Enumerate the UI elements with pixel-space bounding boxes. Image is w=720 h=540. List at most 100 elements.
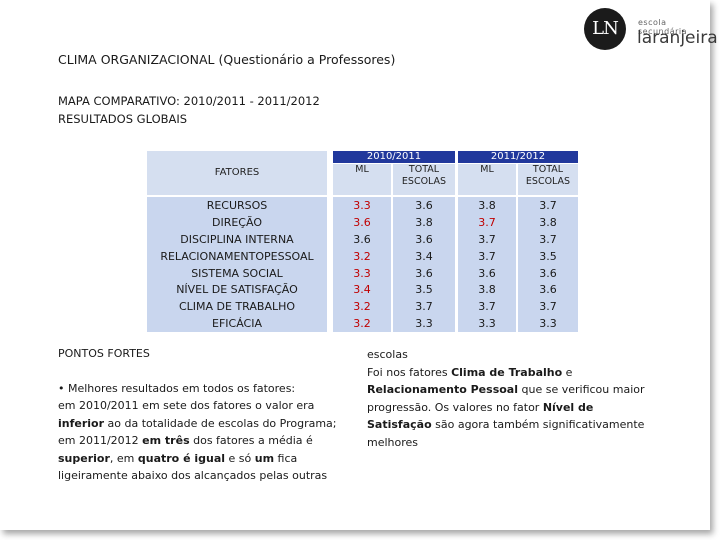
emph-superior: superior — [58, 451, 110, 465]
right-line-6: melhores — [367, 435, 419, 449]
right-line-5: Satisfação são agora também significativ… — [367, 416, 677, 434]
value-cell: 3.7 — [415, 300, 433, 314]
factor-row: RELACIONAMENTOPESSOAL — [160, 249, 314, 263]
text: Foi nos fatores — [367, 365, 452, 379]
ml-2011-column: 3.8 3.7 3.7 3.7 3.6 3.8 3.7 3.3 — [458, 197, 516, 333]
ml-label: ML — [480, 164, 494, 175]
text: dos fatores a média é — [189, 434, 313, 448]
value-cell: 3.8 — [478, 199, 496, 212]
left-line-5: superior, em quatro é igual e só um fica — [58, 450, 358, 467]
logo-top-text: escola secundária — [638, 18, 688, 36]
emph-quatro-igual: quatro é igual — [137, 451, 226, 465]
value-cell: 3.3 — [415, 317, 433, 331]
subtitle-comparison: MAPA COMPARATIVO: 2010/2011 - 2011/2012 — [58, 94, 320, 108]
pontos-fortes-heading: PONTOS FORTES — [58, 347, 150, 360]
value-cell: 3.6 — [539, 283, 557, 297]
right-line-1: escolas — [367, 348, 408, 361]
escolas-label: ESCOLAS — [525, 176, 571, 187]
factor-row: DISCIPLINA INTERNA — [180, 232, 294, 246]
value-cell: 3.7 — [478, 215, 496, 229]
value-cell: 3.5 — [539, 249, 557, 263]
text: em 2011/2012 — [58, 434, 143, 448]
value-cell: 3.7 — [539, 232, 557, 246]
text: fica — [274, 451, 298, 465]
subtitle-results: RESULTADOS GLOBAIS — [58, 112, 188, 126]
value-cell: 3.2 — [353, 249, 371, 263]
emph-clima-trabalho: Clima de Trabalho — [451, 365, 563, 379]
year-2010-2011-header: 2010/2011 — [333, 151, 455, 163]
value-cell: 3.8 — [478, 283, 496, 297]
school-logo: LN escola secundária laranjeira — [584, 8, 718, 52]
text: e só — [225, 451, 255, 465]
total-2011-column: 3.7 3.8 3.7 3.5 3.6 3.6 3.7 3.3 — [518, 197, 578, 333]
total-label: TOTAL — [408, 164, 440, 175]
total-2010-column: 3.6 3.8 3.6 3.4 3.6 3.5 3.7 3.3 — [393, 197, 455, 333]
left-line-2: em 2010/2011 em sete dos fatores o valor… — [58, 399, 315, 413]
value-cell: 3.3 — [353, 199, 371, 212]
factor-row: CLIMA DE TRABALHO — [178, 300, 296, 314]
total-label: TOTAL — [532, 164, 564, 175]
value-cell: 3.7 — [478, 232, 496, 246]
value-cell: 3.6 — [478, 266, 496, 280]
slide: CLIMA ORGANIZACIONAL (Questionário a Pro… — [58, 8, 718, 484]
emph-um: um — [254, 451, 275, 465]
left-line-1: • Melhores resultados em todos os fatore… — [58, 382, 296, 395]
value-cell: 3.7 — [539, 199, 557, 212]
value-cell: 3.7 — [478, 300, 496, 314]
text: e — [562, 365, 573, 379]
value-cell: 3.6 — [415, 199, 433, 212]
emph-satisfacao: Satisfação — [367, 418, 432, 431]
value-cell: 3.2 — [353, 317, 371, 331]
text: ao da totalidade de escolas do Programa; — [104, 416, 337, 430]
emph-relacionamento: Relacionamento Pessoal — [367, 383, 518, 396]
factor-row: NÍVEL DE SATISFAÇÃO — [176, 283, 298, 297]
logo-main-text: laranjeira — [637, 28, 718, 48]
factor-row: RECURSOS — [206, 199, 268, 212]
year-2011-2012-header: 2011/2012 — [458, 151, 578, 163]
value-cell: 3.7 — [478, 249, 496, 263]
value-cell: 3.8 — [415, 215, 433, 229]
slide-title: CLIMA ORGANIZACIONAL (Questionário a Pro… — [58, 52, 396, 67]
left-line-3: inferior ao da totalidade de escolas do … — [58, 415, 358, 432]
logo-mark: LN — [584, 8, 626, 50]
value-cell: 3.6 — [415, 266, 433, 280]
left-paragraph: • Melhores resultados em todos os fatore… — [58, 380, 358, 484]
factor-row: DIREÇÃO — [212, 215, 262, 229]
value-cell: 3.4 — [353, 283, 371, 297]
value-cell: 3.4 — [415, 249, 433, 263]
escolas-label: ESCOLAS — [401, 176, 447, 187]
value-cell: 3.8 — [539, 215, 557, 229]
value-cell: 3.3 — [539, 317, 557, 331]
factor-row: EFICÁCIA — [212, 317, 262, 331]
right-line-2: Foi nos fatores Clima de Trabalho e — [367, 364, 677, 382]
value-cell: 3.3 — [478, 317, 496, 331]
ml-2011-header: ML — [458, 164, 516, 195]
ml-2010-header: ML — [333, 164, 391, 195]
emph-inferior: inferior — [58, 416, 105, 430]
factors-header: FATORES — [147, 151, 327, 195]
value-cell: 3.7 — [539, 300, 557, 314]
value-cell: 3.6 — [415, 232, 433, 246]
text: que se verificou maior — [518, 383, 645, 396]
emph-em-tres: em três — [142, 434, 190, 448]
total-2010-header: TOTAL ESCOLAS — [393, 164, 455, 195]
total-2011-header: TOTAL ESCOLAS — [518, 164, 578, 195]
value-cell: 3.2 — [353, 300, 371, 314]
text: progressão. Os valores no fator — [367, 400, 543, 414]
value-cell: 3.6 — [539, 266, 557, 280]
right-paragraph: escolas Foi nos fatores Clima de Trabalh… — [367, 346, 677, 451]
factors-column: RECURSOS DIREÇÃO DISCIPLINA INTERNA RELACIO… — [147, 197, 327, 333]
left-line-4: em 2011/2012 em três dos fatores a média… — [58, 432, 358, 449]
emph-nivel-de: Nível de — [542, 400, 594, 414]
value-cell: 3.3 — [353, 266, 371, 280]
value-cell: 3.6 — [353, 215, 371, 229]
text: são agora também significativamente — [431, 418, 645, 431]
right-line-3: Relacionamento Pessoal que se verificou … — [367, 381, 677, 399]
factor-row: SISTEMA SOCIAL — [191, 266, 283, 280]
left-line-6: ligeiramente abaixo dos alcançados pelas… — [58, 469, 328, 483]
value-cell: 3.5 — [415, 283, 433, 297]
value-cell: 3.6 — [353, 232, 371, 246]
ml-label: ML — [355, 164, 369, 175]
right-line-4: progressão. Os valores no fator Nível de — [367, 399, 677, 417]
ml-2010-column: 3.3 3.6 3.6 3.2 3.3 3.4 3.2 3.2 — [333, 197, 391, 333]
